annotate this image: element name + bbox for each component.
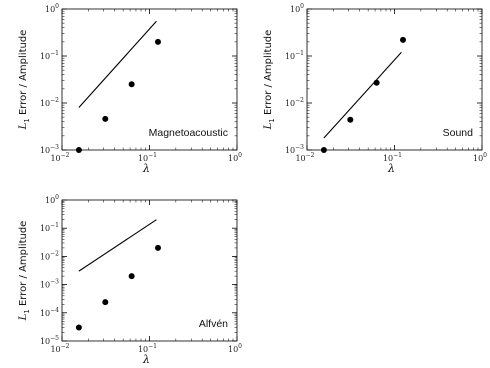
data-point [128,273,135,280]
x-tick-label: 10−2 [50,343,69,354]
x-tick-label: 100 [228,152,242,163]
y-tick-label: 10−1 [40,50,59,61]
data-point [399,36,406,43]
y-tick-label: 10−3 [285,144,304,155]
data-point [102,115,109,122]
panel-annotation: Magnetoacoustic [149,127,228,139]
x-tick-label: 10−2 [295,152,314,163]
x-tick-label: 10−1 [138,343,157,354]
reference-slope-line [78,20,157,108]
x-tick-label: 10−2 [50,152,69,163]
data-point [128,81,135,88]
data-point [75,324,82,331]
data-point [75,147,82,153]
y-tick-label: 100 [45,194,59,205]
x-tick-label: 10−1 [138,152,157,163]
x-axis-label: λ [387,162,395,175]
data-point [320,147,327,153]
y-tick-label: 100 [45,3,59,14]
reference-slope-line [323,51,402,139]
panel-annotation: Alfvén [199,318,228,330]
data-point [154,38,161,45]
x-axis-label: λ [142,162,150,175]
data-point [154,244,161,251]
data-point [347,116,354,123]
chart-panel-3: 10−2 10−1 100 10−5 10−4 10−3 10−2 10−1 100 λ L1 Er… [18,194,242,366]
y-tick-label: 10−1 [40,222,59,233]
y-tick-label: 10−5 [40,335,59,346]
y-axis-label: L1 Error / Amplitude [263,30,276,131]
y-axis-label: L1 Error / Amplitude [18,30,31,131]
y-tick-label: 100 [290,3,304,14]
x-tick-label: 100 [228,343,242,354]
y-tick-label: 10−4 [40,307,59,318]
y-tick-label: 10−2 [285,97,304,108]
panel-annotation: Sound [443,127,474,139]
y-tick-label: 10−2 [40,97,59,108]
y-axis-label: L1 Error / Amplitude [18,221,31,322]
x-axis-label: λ [142,353,150,366]
y-tick-label: 10−1 [285,50,304,61]
x-tick-label: 100 [473,152,487,163]
data-point [102,299,109,306]
y-tick-label: 10−2 [40,250,59,261]
y-tick-label: 10−3 [40,279,59,290]
reference-slope-line [78,219,157,272]
y-tick-label: 10−3 [40,144,59,155]
x-tick-label: 10−1 [383,152,402,163]
data-point [373,79,380,86]
